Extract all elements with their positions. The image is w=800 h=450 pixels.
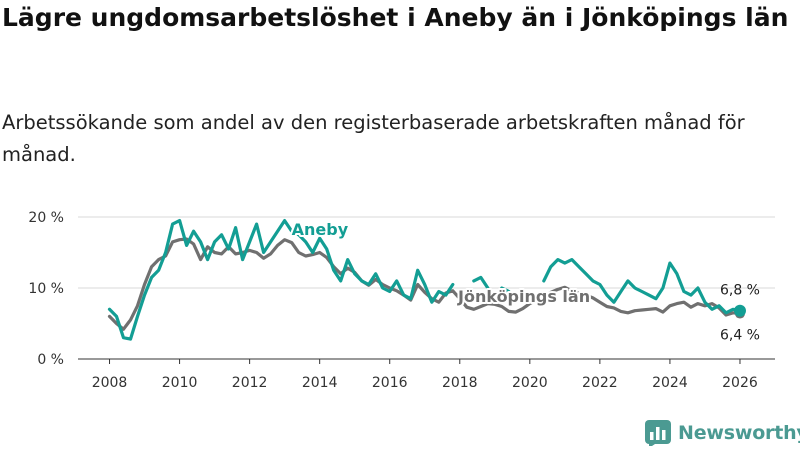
y-tick-label: 0 % bbox=[37, 352, 64, 368]
x-tick-label: 2026 bbox=[722, 375, 758, 391]
jonkopings-lan-line bbox=[107, 237, 742, 331]
aneby-end-dot bbox=[733, 304, 746, 317]
x-tick-label: 2020 bbox=[512, 375, 548, 391]
bar-chart-icon bbox=[645, 420, 671, 446]
x-tick-label: 2008 bbox=[92, 375, 128, 391]
series-lines bbox=[107, 219, 746, 341]
jonkopings-lan-end-label: 6,4 % bbox=[720, 328, 760, 344]
brand-name: Newsworthy bbox=[678, 422, 800, 444]
chart-title: Lägre ungdomsarbetslöshet i Aneby än i J… bbox=[2, 3, 789, 32]
series-labels: 6,8 % 6,4 % Aneby Jönköpings län bbox=[290, 218, 760, 344]
x-tick-label: 2010 bbox=[162, 375, 198, 391]
y-tick-label: 10 % bbox=[28, 281, 64, 297]
newsworthy-logo[interactable]: Newsworthy bbox=[645, 418, 800, 448]
chart-subtitle: Arbetssökande som andel av den registerb… bbox=[2, 111, 745, 166]
x-tick-label: 2022 bbox=[582, 375, 618, 391]
aneby-line bbox=[107, 219, 742, 341]
axes: 0 % 10 % 20 % 2008 2010 2012 2014 2016 2018 2020 2… bbox=[28, 210, 775, 391]
line-chart: 6,8 % 6,4 % Aneby Jönköpings län 0 % 10 % 20 … bbox=[28, 210, 775, 391]
x-tick-label: 2014 bbox=[302, 375, 338, 391]
x-tick-label: 2016 bbox=[372, 375, 408, 391]
x-tick-label: 2012 bbox=[232, 375, 268, 391]
x-tick-label: 2018 bbox=[442, 375, 478, 391]
y-tick-label: 20 % bbox=[28, 210, 64, 226]
aneby-end-label: 6,8 % bbox=[720, 283, 760, 299]
jonkopings-lan-series-label: Jönköpings län bbox=[457, 287, 590, 306]
x-tick-label: 2024 bbox=[652, 375, 688, 391]
aneby-series-label: Aneby bbox=[292, 220, 349, 239]
